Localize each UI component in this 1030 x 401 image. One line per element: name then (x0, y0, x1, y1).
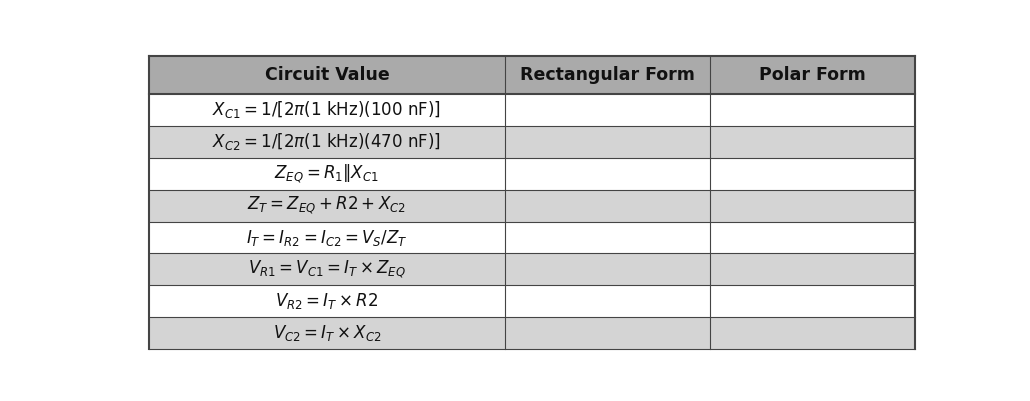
Bar (710, 286, 915, 317)
Bar (148, 158, 505, 190)
Text: $Z_T = Z_{EQ} + R2 + X_{C2}$: $Z_T = Z_{EQ} + R2 + X_{C2}$ (247, 195, 406, 217)
Text: Circuit Value: Circuit Value (265, 66, 389, 84)
Text: $X_{C2} = 1 / [2\pi(1\ \mathrm{kHz})(470\ \mathrm{nF})]$: $X_{C2} = 1 / [2\pi(1\ \mathrm{kHz})(470… (212, 131, 441, 152)
Text: $X_{C1} = 1 / [2\pi(1\ \mathrm{kHz})(100\ \mathrm{nF})]$: $X_{C1} = 1 / [2\pi(1\ \mathrm{kHz})(100… (212, 99, 441, 120)
Bar (505, 94, 710, 126)
Bar (710, 56, 915, 94)
Text: $V_{R2} = I_T \times R2$: $V_{R2} = I_T \times R2$ (275, 291, 378, 311)
Bar (710, 222, 915, 253)
Bar (505, 56, 710, 94)
Bar (148, 56, 505, 94)
Bar (505, 317, 710, 349)
Text: $V_{R1} = V_{C1} = I_T \times Z_{EQ}$: $V_{R1} = V_{C1} = I_T \times Z_{EQ}$ (248, 259, 406, 280)
Bar (505, 222, 710, 253)
Bar (148, 94, 505, 126)
Text: Rectangular Form: Rectangular Form (520, 66, 695, 84)
Bar (505, 190, 710, 222)
Text: $I_T = I_{R2} = I_{C2} = V_S / Z_T$: $I_T = I_{R2} = I_{C2} = V_S / Z_T$ (246, 227, 408, 247)
Bar (710, 253, 915, 286)
Bar (710, 94, 915, 126)
Text: $Z_{EQ} = R_1 \| X_{C1}$: $Z_{EQ} = R_1 \| X_{C1}$ (274, 162, 379, 185)
Bar (505, 158, 710, 190)
Bar (148, 126, 505, 158)
Bar (148, 286, 505, 317)
Bar (505, 286, 710, 317)
Bar (148, 317, 505, 349)
Text: $V_{C2} = I_T \times X_{C2}$: $V_{C2} = I_T \times X_{C2}$ (273, 323, 381, 343)
Bar (148, 222, 505, 253)
Bar (505, 126, 710, 158)
Text: Polar Form: Polar Form (759, 66, 865, 84)
Bar (710, 317, 915, 349)
Bar (710, 158, 915, 190)
Bar (710, 190, 915, 222)
Bar (148, 253, 505, 286)
Bar (505, 253, 710, 286)
Bar (148, 190, 505, 222)
Bar (710, 126, 915, 158)
